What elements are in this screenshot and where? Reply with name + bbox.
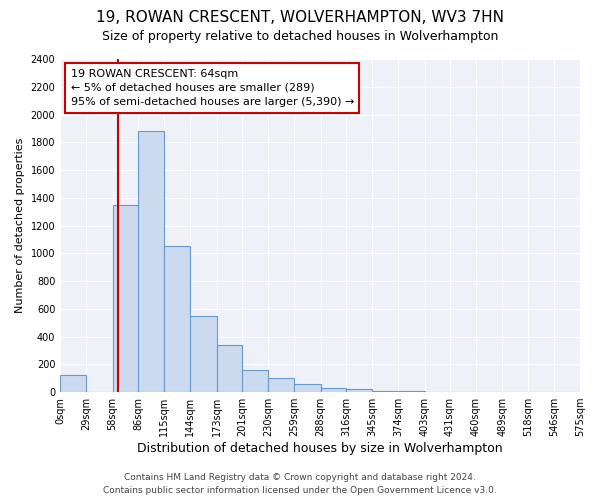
X-axis label: Distribution of detached houses by size in Wolverhampton: Distribution of detached houses by size … (137, 442, 503, 455)
Text: Size of property relative to detached houses in Wolverhampton: Size of property relative to detached ho… (102, 30, 498, 43)
Bar (217, 345, 242, 392)
Bar (60, 374, 86, 392)
Bar (190, 316, 217, 392)
Text: 19 ROWAN CRESCENT: 64sqm
← 5% of detached houses are smaller (289)
95% of semi-d: 19 ROWAN CRESCENT: 64sqm ← 5% of detache… (71, 69, 354, 107)
Bar (113, 204, 138, 392)
Bar (268, 378, 295, 392)
Text: 19, ROWAN CRESCENT, WOLVERHAMPTON, WV3 7HN: 19, ROWAN CRESCENT, WOLVERHAMPTON, WV3 7… (96, 10, 504, 25)
Bar (295, 384, 320, 392)
Text: Contains HM Land Registry data © Crown copyright and database right 2024.
Contai: Contains HM Land Registry data © Crown c… (103, 474, 497, 495)
Y-axis label: Number of detached properties: Number of detached properties (15, 138, 25, 313)
Bar (242, 370, 268, 392)
Bar (320, 388, 346, 392)
Bar (346, 390, 372, 392)
Bar (138, 131, 164, 392)
Bar (164, 246, 190, 392)
